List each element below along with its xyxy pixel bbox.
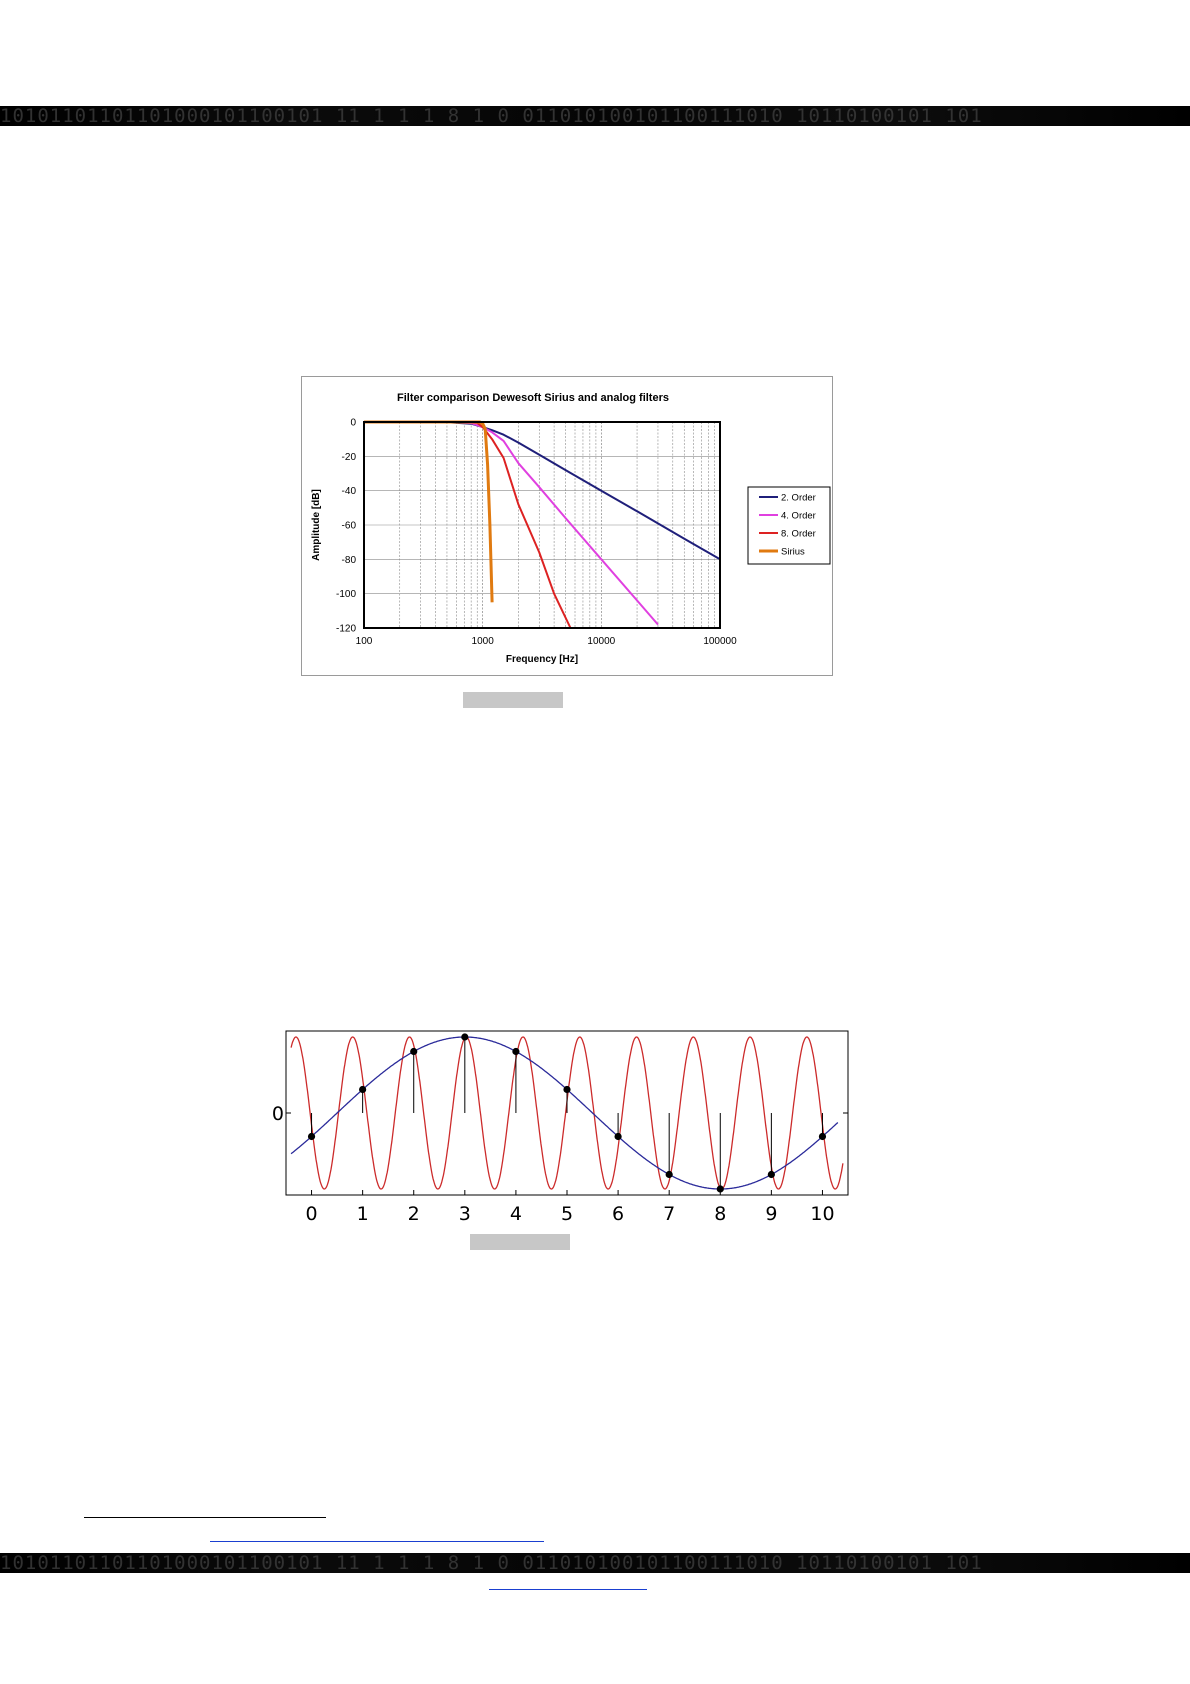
sample-point (461, 1033, 469, 1041)
x-tick-label: 2 (408, 1203, 420, 1225)
filter-comparison-chart: Filter comparison Dewesoft Sirius and an… (301, 376, 833, 676)
sample-point (359, 1085, 367, 1094)
footnote-separator (84, 1517, 326, 1518)
legend-label: 8. Order (781, 529, 816, 540)
y-tick-label: -120 (336, 624, 356, 635)
x-tick-label: 1 (357, 1203, 369, 1225)
x-tick-label: 6 (612, 1203, 624, 1225)
y-axis-ticks: 0 -20 -40 -60 -80 -100 -120 (336, 418, 356, 635)
y-axis-label: Amplitude [dB] (311, 489, 322, 561)
legend-label: 2. Order (781, 493, 816, 504)
sample-point (614, 1132, 622, 1141)
x-tick-label: 100000 (703, 636, 737, 647)
axis-ticks: 0 1 2 3 4 5 6 7 8 9 10 0 (272, 1103, 848, 1225)
chart-frame (301, 376, 833, 676)
chart-title: Filter comparison Dewesoft Sirius and an… (397, 392, 669, 404)
figure-caption-placeholder (470, 1234, 570, 1250)
footer-binary-band: 10101101101101000101100101 11 1 1 1 8 1 … (0, 1553, 1190, 1573)
aliased-signal-curve (290, 1036, 839, 1190)
y-tick-label: -20 (342, 452, 357, 463)
aliasing-chart: 0 1 2 3 4 5 6 7 8 9 10 0 (272, 1030, 849, 1225)
x-tick-label: 1000 (472, 636, 495, 647)
x-tick-label: 7 (663, 1203, 675, 1225)
header-binary-band: 10101101101101000101100101 11 1 1 1 8 1 … (0, 106, 1190, 126)
x-tick-label: 3 (459, 1203, 471, 1225)
sample-point (767, 1170, 775, 1179)
footer-link[interactable] (489, 1589, 647, 1590)
legend-label: Sirius (781, 547, 805, 558)
sample-point (665, 1170, 673, 1179)
y-tick-label: -100 (336, 589, 356, 600)
y-tick-label: 0 (350, 418, 356, 429)
sample-markers (307, 1033, 827, 1193)
y-tick-label: -60 (342, 521, 357, 532)
x-axis-label: Frequency [Hz] (506, 654, 578, 665)
footer-binary-pattern: 10101101101101000101100101 11 1 1 1 8 1 … (0, 1553, 983, 1573)
legend-label: 4. Order (781, 511, 816, 522)
x-tick-label: 8 (714, 1203, 726, 1225)
x-tick-label: 10000 (587, 636, 615, 647)
plot-area (363, 421, 721, 629)
header-binary-pattern: 10101101101101000101100101 11 1 1 1 8 1 … (0, 106, 983, 126)
x-tick-label: 5 (561, 1203, 573, 1225)
y-tick-label: -40 (342, 486, 357, 497)
sample-point (307, 1132, 316, 1141)
sample-point (716, 1185, 724, 1193)
y-tick-label: -80 (342, 555, 357, 566)
sample-point (512, 1047, 520, 1056)
x-axis-ticks: 100 1000 10000 100000 (356, 636, 737, 647)
sample-point (410, 1047, 418, 1056)
x-tick-label: 100 (356, 636, 373, 647)
figure-caption-placeholder (463, 692, 563, 708)
x-tick-label: 4 (510, 1203, 522, 1225)
x-tick-label: 0 (305, 1203, 317, 1225)
x-tick-label: 10 (810, 1203, 834, 1225)
footnote-link[interactable] (210, 1541, 544, 1542)
legend-entries: 2. Order 4. Order 8. Order Sirius (759, 493, 816, 558)
x-tick-label: 9 (765, 1203, 777, 1225)
sample-point (563, 1085, 571, 1094)
sample-point (818, 1132, 827, 1141)
y-tick-label: 0 (272, 1103, 284, 1125)
